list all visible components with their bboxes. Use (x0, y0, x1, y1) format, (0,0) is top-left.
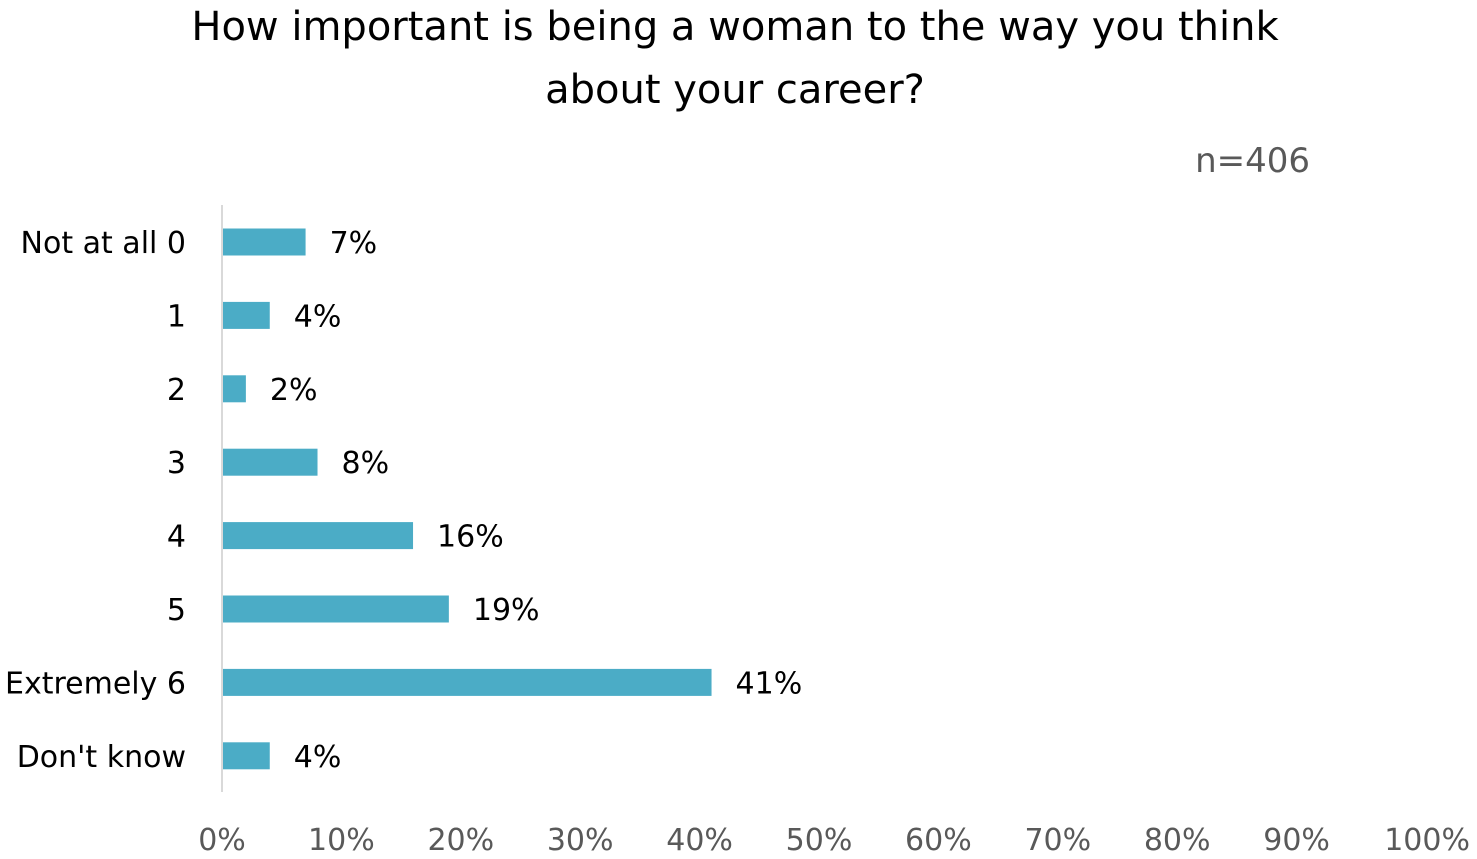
chart-title-line-2: about your career? (545, 67, 925, 113)
x-tick-label: 70% (1024, 823, 1091, 858)
bar-0 (223, 228, 306, 256)
category-label: 4 (167, 520, 186, 555)
x-tick-label: 50% (786, 823, 853, 858)
x-tick-label: 100% (1384, 823, 1470, 858)
x-tick-label: 60% (905, 823, 972, 858)
bar-1 (223, 301, 270, 329)
bar-5 (223, 595, 449, 623)
data-label: 7% (330, 226, 378, 261)
x-tick-label: 80% (1144, 823, 1211, 858)
data-labels-group: 7% 4% 2% 8% 16% 19% 41% 4% (270, 226, 802, 775)
bar-3 (223, 448, 318, 476)
x-tick-label: 90% (1263, 823, 1330, 858)
x-tick-label: 20% (427, 823, 494, 858)
x-axis-tick-labels-group: 0% 10% 20% 30% 40% 50% 60% 70% 80% 90% 100% (198, 823, 1470, 858)
data-label: 41% (736, 666, 803, 701)
data-label: 8% (342, 446, 390, 481)
data-label: 4% (294, 299, 342, 334)
data-label: 4% (294, 740, 342, 775)
x-tick-label: 30% (547, 823, 614, 858)
data-label: 2% (270, 373, 318, 408)
bar-7 (223, 742, 270, 770)
bar-4 (223, 522, 414, 550)
category-label: 1 (167, 299, 186, 334)
category-label: 3 (167, 446, 186, 481)
category-label: Extremely 6 (5, 666, 186, 701)
x-tick-label: 10% (308, 823, 375, 858)
category-label: 2 (167, 373, 186, 408)
x-tick-label: 0% (198, 823, 246, 858)
chart-title-line-1: How important is being a woman to the wa… (191, 4, 1279, 50)
category-label: Don't know (17, 740, 186, 775)
data-label: 19% (473, 593, 540, 628)
category-label: Not at all 0 (21, 226, 186, 261)
bars-group (223, 228, 712, 770)
category-label: 5 (167, 593, 186, 628)
sample-size-note: n=406 (1195, 141, 1310, 181)
data-label: 16% (437, 520, 504, 555)
bar-2 (223, 375, 246, 403)
category-labels-group: Not at all 0 1 2 3 4 5 Extremely 6 Don't know (5, 226, 186, 775)
bar-6 (223, 668, 712, 696)
chart-title: How important is being a woman to the wa… (191, 4, 1279, 113)
x-tick-label: 40% (666, 823, 733, 858)
